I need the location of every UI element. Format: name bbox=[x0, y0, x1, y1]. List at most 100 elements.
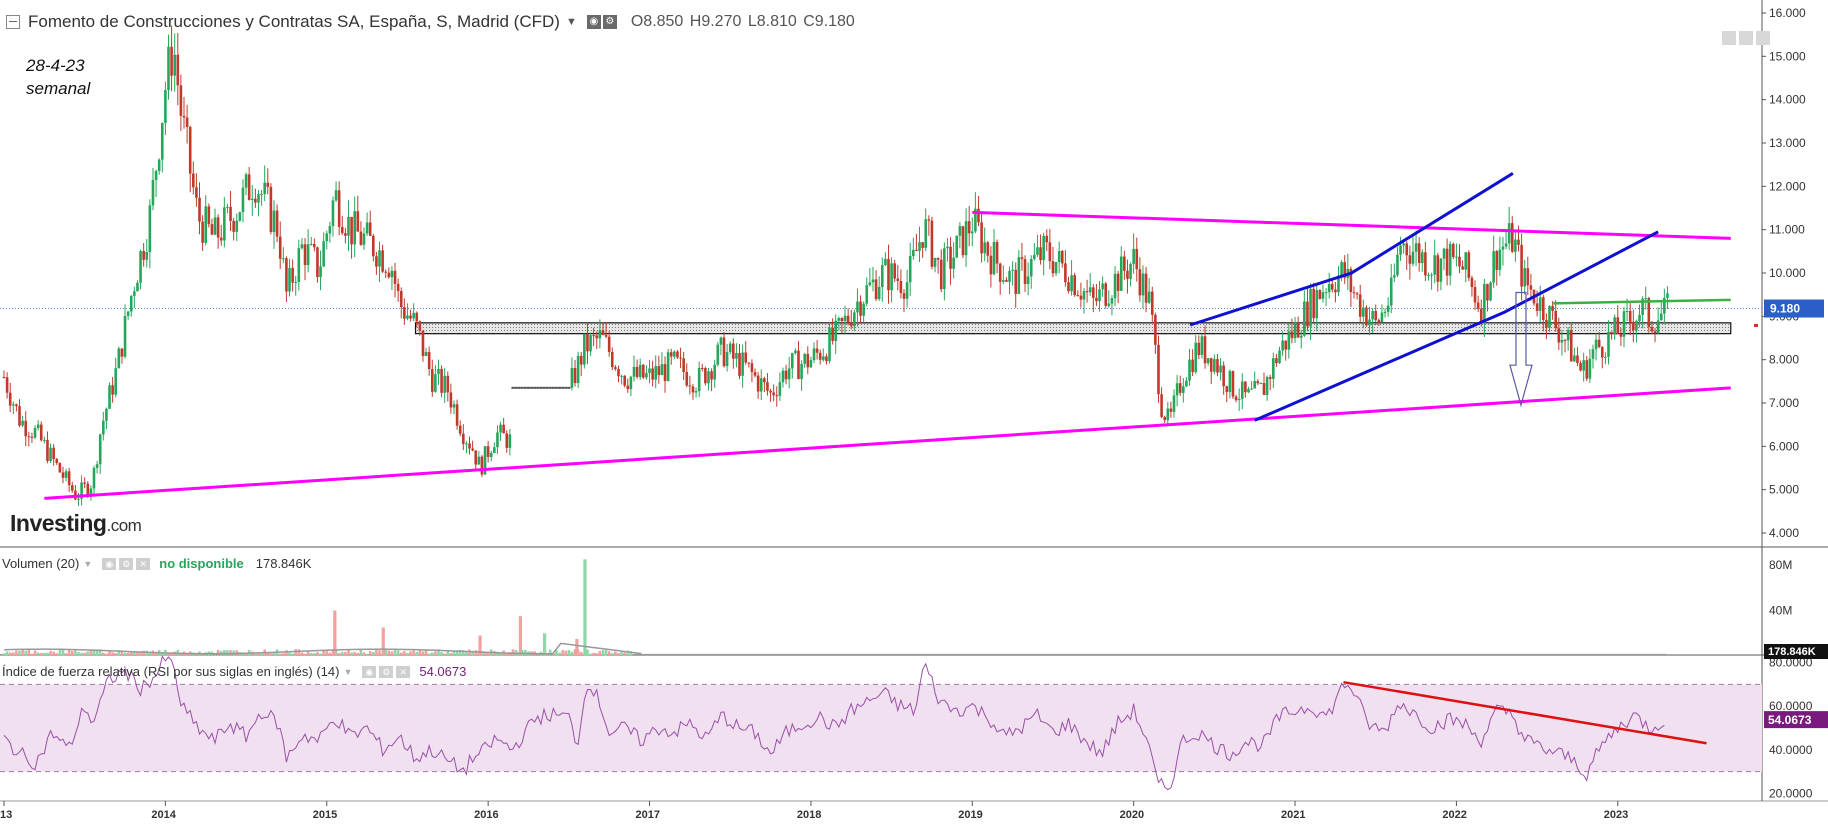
volume-bar bbox=[586, 649, 589, 656]
flat-candle bbox=[545, 386, 549, 389]
volume-bar bbox=[12, 652, 15, 656]
eye-icon[interactable]: ◉ bbox=[362, 665, 377, 678]
flat-candle bbox=[567, 386, 571, 389]
scroll-right-icon[interactable] bbox=[1739, 31, 1753, 45]
candle-up bbox=[964, 221, 968, 256]
candle-down bbox=[1104, 283, 1108, 306]
candle-down bbox=[1365, 307, 1368, 326]
volume-bar bbox=[80, 652, 83, 656]
candle-down bbox=[1268, 377, 1272, 379]
candle-up bbox=[1368, 319, 1371, 326]
candle-up bbox=[1175, 383, 1179, 396]
candle-up bbox=[1402, 243, 1405, 246]
volume-bar bbox=[102, 652, 105, 656]
volume-bar bbox=[92, 649, 96, 656]
volume-bar bbox=[18, 650, 21, 656]
candle-down bbox=[1169, 408, 1173, 412]
candle-up bbox=[33, 428, 37, 438]
collapse-icon[interactable] bbox=[6, 15, 20, 29]
high-value: H9.270 bbox=[689, 13, 742, 30]
candle-up bbox=[632, 366, 636, 377]
candle-up bbox=[694, 391, 698, 393]
candle-up bbox=[1101, 283, 1104, 290]
y-tick-label: 5.000 bbox=[1769, 483, 1799, 497]
candle-up bbox=[1185, 380, 1188, 387]
volume-bar bbox=[570, 651, 574, 656]
candle-down bbox=[1216, 359, 1219, 373]
candle-down bbox=[1085, 291, 1089, 293]
candle-down bbox=[179, 85, 183, 116]
candle-up bbox=[1213, 359, 1216, 372]
candle-down bbox=[207, 206, 211, 225]
gear-icon[interactable]: ⚙ bbox=[379, 665, 394, 678]
candle-up bbox=[160, 122, 164, 160]
candle-up bbox=[1371, 311, 1374, 320]
candle-up bbox=[1430, 274, 1433, 276]
chevron-down-icon[interactable]: ▼ bbox=[565, 16, 577, 28]
instrument-title[interactable]: Fomento de Construcciones y Contratas SA… bbox=[28, 12, 560, 31]
volume-bar bbox=[333, 610, 337, 656]
candle-down bbox=[1126, 270, 1129, 279]
candle-up bbox=[114, 368, 118, 395]
candle-down bbox=[502, 424, 505, 434]
candle-up bbox=[1439, 258, 1443, 282]
volume-bar bbox=[629, 651, 633, 656]
volume-bar bbox=[427, 653, 431, 656]
candle-down bbox=[815, 348, 819, 353]
candle-down bbox=[1551, 305, 1554, 311]
gear-icon[interactable]: ⚙ bbox=[602, 15, 617, 29]
candle-down bbox=[1005, 280, 1008, 282]
close-icon[interactable]: ✕ bbox=[136, 557, 151, 570]
volume-bar bbox=[114, 653, 118, 656]
volume-bar bbox=[604, 649, 608, 656]
scroll-left-icon[interactable] bbox=[1722, 31, 1736, 45]
eye-icon[interactable]: ◉ bbox=[102, 557, 117, 570]
candle-down bbox=[1231, 371, 1235, 397]
candle-down bbox=[1529, 285, 1533, 290]
candle-up bbox=[1036, 247, 1039, 255]
candle-up bbox=[235, 220, 239, 232]
candle-up bbox=[1033, 254, 1036, 260]
candle-down bbox=[182, 115, 186, 118]
volume-bar bbox=[282, 653, 285, 656]
annotation-date: 28-4-23 bbox=[26, 56, 85, 75]
maximize-icon[interactable] bbox=[1756, 31, 1770, 45]
candle-up bbox=[778, 382, 782, 396]
rsi-label[interactable]: Índice de fuerza relativa (RSI por sus s… bbox=[2, 664, 340, 679]
volume-bar bbox=[543, 633, 547, 656]
eye-icon[interactable]: ◉ bbox=[586, 15, 601, 29]
volume-dropdown-icon[interactable]: ▼ bbox=[83, 558, 93, 569]
candle-down bbox=[216, 217, 220, 238]
candle-down bbox=[1535, 303, 1539, 311]
close-icon[interactable]: ✕ bbox=[396, 665, 411, 678]
candle-up bbox=[1393, 275, 1396, 278]
rsi-tick-label: 80.0000 bbox=[1769, 656, 1813, 670]
candle-down bbox=[1349, 268, 1353, 293]
candle-down bbox=[120, 348, 124, 357]
candle-up bbox=[263, 182, 266, 195]
candle-up bbox=[1008, 270, 1011, 282]
volume-bar bbox=[129, 651, 133, 656]
candle-up bbox=[1219, 365, 1222, 373]
candle-up bbox=[319, 266, 322, 278]
candle-up bbox=[1029, 259, 1033, 277]
volume-bar bbox=[462, 650, 465, 656]
close-value: C9.180 bbox=[803, 13, 855, 30]
candle-down bbox=[1616, 317, 1620, 334]
volume-bar bbox=[583, 559, 587, 656]
volume-label[interactable]: Volumen (20) bbox=[2, 556, 80, 571]
candle-up bbox=[1656, 320, 1660, 334]
gear-icon[interactable]: ⚙ bbox=[119, 557, 134, 570]
candle-down bbox=[198, 197, 201, 222]
candle-up bbox=[226, 206, 229, 208]
volume-bar bbox=[142, 650, 145, 656]
rsi-tick-label: 40.0000 bbox=[1769, 743, 1813, 757]
low-value: L8.810 bbox=[747, 13, 797, 30]
rsi-line bbox=[3, 655, 1665, 791]
candle-up bbox=[1442, 248, 1446, 259]
candle-up bbox=[822, 356, 825, 360]
candle-down bbox=[573, 367, 577, 384]
candle-up bbox=[1625, 310, 1629, 312]
rsi-dropdown-icon[interactable]: ▼ bbox=[343, 666, 353, 677]
